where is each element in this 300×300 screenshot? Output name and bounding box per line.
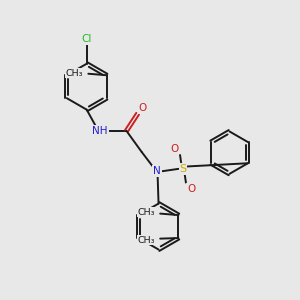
- Text: O: O: [187, 184, 195, 194]
- Text: O: O: [139, 103, 147, 113]
- Text: O: O: [170, 144, 178, 154]
- Text: CH₃: CH₃: [65, 69, 83, 78]
- Text: Cl: Cl: [82, 34, 92, 44]
- Text: NH: NH: [92, 126, 108, 136]
- Text: CH₃: CH₃: [137, 208, 155, 217]
- Text: CH₃: CH₃: [137, 236, 155, 244]
- Text: N: N: [153, 166, 161, 176]
- Text: S: S: [179, 164, 187, 174]
